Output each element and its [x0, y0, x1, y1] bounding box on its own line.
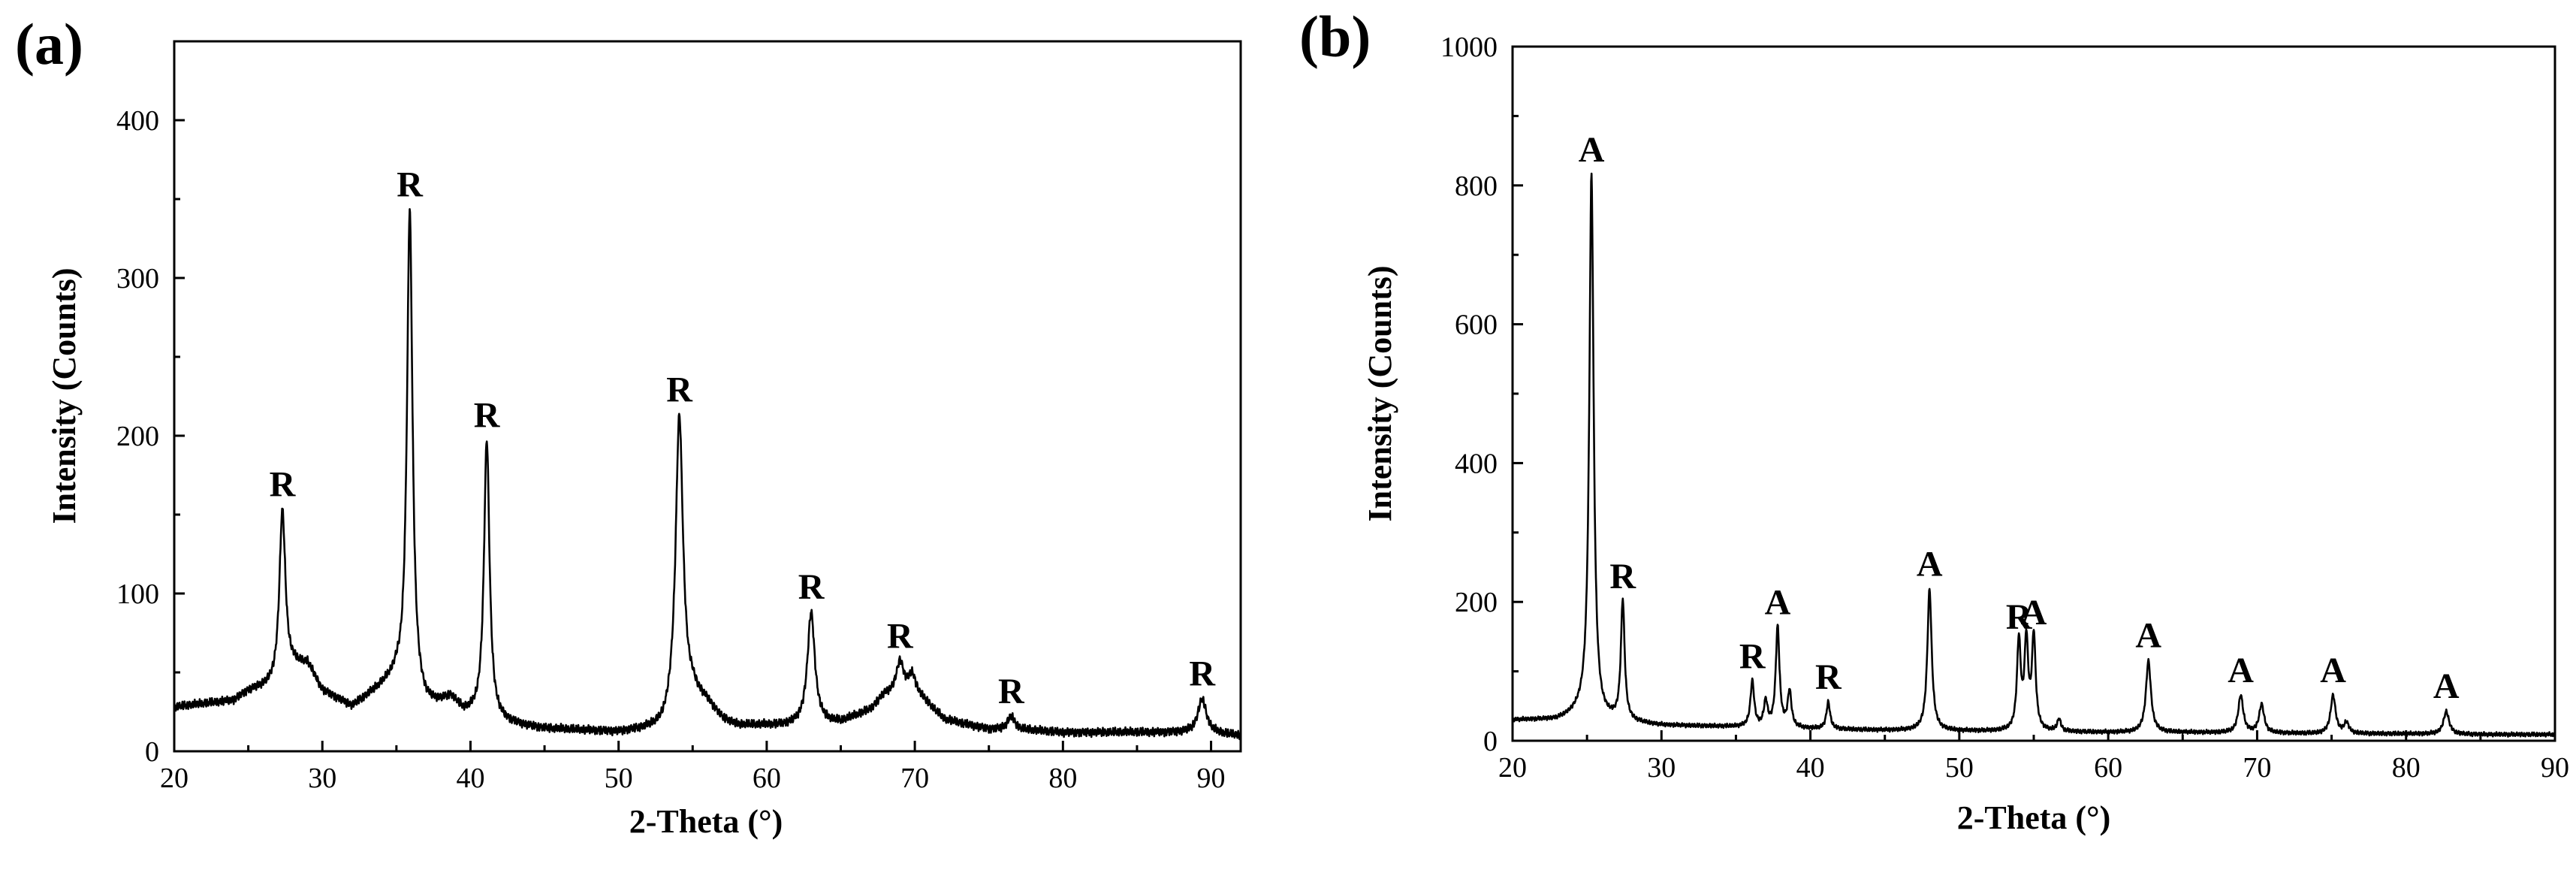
x-tick-label: 40: [456, 763, 484, 794]
peak-label: R: [2006, 597, 2033, 637]
x-axis-title-b: 2-Theta (°): [1957, 799, 2111, 836]
x-tick-label: 70: [900, 763, 929, 794]
peak-label: A: [2228, 651, 2254, 690]
peak-label: A: [2320, 651, 2346, 690]
y-tick-label: 200: [116, 421, 159, 452]
x-tick-label: 90: [1197, 763, 1226, 794]
x-tick-label: 60: [753, 763, 781, 794]
y-tick-label: 800: [1455, 171, 1498, 202]
peak-label: A: [1917, 545, 1943, 584]
y-axis-title-a: Intensity (Counts): [46, 267, 83, 524]
peak-label: A: [2135, 616, 2161, 656]
peak-label: R: [474, 395, 501, 435]
chart-panel-a: (a) 20 30 40 50 60 70 80 90 0 100 200 300 400 2-The…: [15, 11, 1242, 840]
x-tick-label: 20: [160, 763, 189, 794]
peak-label: R: [270, 465, 297, 505]
x-tick-label: 30: [1647, 752, 1676, 784]
peak-label: A: [1765, 582, 1791, 622]
x-tick-label: 80: [1048, 763, 1077, 794]
y-tick-label: 600: [1455, 310, 1498, 341]
xrd-trace-b: [1512, 172, 2556, 738]
x-tick-label: 30: [308, 763, 336, 794]
x-tick-label: 50: [605, 763, 633, 794]
plot-frame-a: [173, 40, 1242, 753]
peak-label: A: [2021, 593, 2047, 633]
peak-label: R: [1609, 557, 1636, 597]
peak-label: R: [887, 616, 914, 656]
x-tick-label: 60: [2094, 752, 2122, 784]
peak-label: A: [1579, 130, 1605, 170]
y-tick-label: 0: [1483, 726, 1498, 757]
y-axis-b: 0 200 400 600 800 1000: [1440, 32, 1523, 757]
xrd-trace-a: [173, 208, 1241, 741]
x-axis-b: 20 30 40 50 60 70 80 90: [1498, 730, 2569, 784]
x-tick-label: 90: [2541, 752, 2569, 784]
peak-labels-a: R R R R R R R R: [270, 165, 1217, 711]
peak-label: R: [798, 567, 825, 607]
x-tick-label: 80: [2392, 752, 2421, 784]
panel-label-b: (b): [1299, 4, 1371, 69]
peak-label: R: [397, 165, 424, 205]
y-tick-label: 200: [1455, 587, 1498, 618]
x-tick-label: 40: [1796, 752, 1825, 784]
y-tick-label: 400: [1455, 448, 1498, 479]
x-tick-label: 70: [2243, 752, 2271, 784]
y-tick-label: 0: [145, 736, 159, 768]
x-tick-label: 20: [1498, 752, 1527, 784]
peak-label: R: [1189, 654, 1216, 694]
y-axis-title-b: Intensity (Counts): [1362, 265, 1398, 521]
x-tick-label: 50: [1945, 752, 1974, 784]
chart-panel-b: (b) 20 30 40 50 60 70 80 90 0 200 400 600 800 1000 2…: [1299, 4, 2569, 836]
peak-label: R: [998, 672, 1025, 711]
peak-label: R: [1739, 636, 1766, 676]
y-tick-label: 1000: [1440, 32, 1498, 63]
peak-label: R: [1815, 657, 1842, 697]
x-axis-a: 20 30 40 50 60 70 80 90: [160, 741, 1226, 794]
y-axis-a: 0 100 200 300 400: [116, 105, 185, 768]
peak-label: R: [666, 370, 693, 410]
y-tick-label: 100: [116, 578, 159, 610]
peak-label: A: [2433, 666, 2460, 706]
panel-label-a: (a): [15, 11, 83, 77]
x-axis-title-a: 2-Theta (°): [629, 803, 783, 840]
y-tick-label: 300: [116, 263, 159, 294]
y-tick-label: 400: [116, 105, 159, 137]
